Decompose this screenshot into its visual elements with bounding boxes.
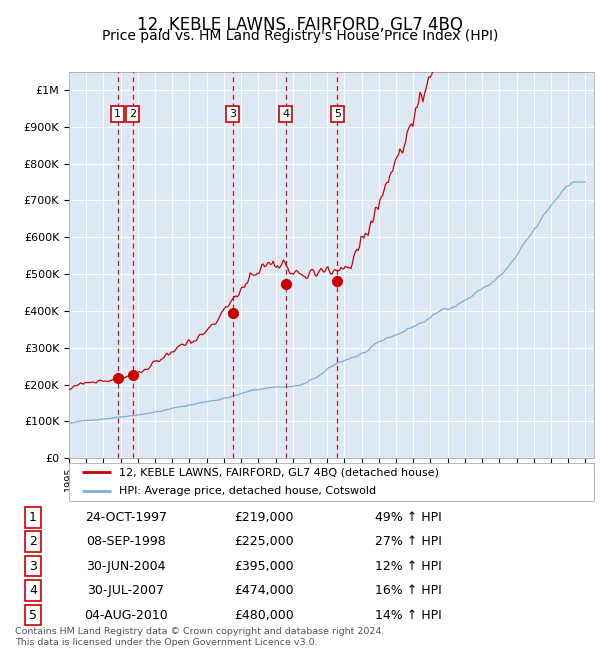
Text: £395,000: £395,000 bbox=[234, 560, 294, 573]
Text: Price paid vs. HM Land Registry's House Price Index (HPI): Price paid vs. HM Land Registry's House … bbox=[102, 29, 498, 44]
Text: 27% ↑ HPI: 27% ↑ HPI bbox=[374, 535, 442, 548]
Text: 08-SEP-1998: 08-SEP-1998 bbox=[86, 535, 166, 548]
Text: 5: 5 bbox=[29, 608, 37, 621]
Text: £480,000: £480,000 bbox=[234, 608, 294, 621]
Text: 3: 3 bbox=[229, 109, 236, 119]
Text: 12, KEBLE LAWNS, FAIRFORD, GL7 4BQ (detached house): 12, KEBLE LAWNS, FAIRFORD, GL7 4BQ (deta… bbox=[119, 467, 439, 477]
Text: £474,000: £474,000 bbox=[234, 584, 294, 597]
Text: Contains HM Land Registry data © Crown copyright and database right 2024.
This d: Contains HM Land Registry data © Crown c… bbox=[15, 627, 385, 647]
Text: 16% ↑ HPI: 16% ↑ HPI bbox=[374, 584, 442, 597]
Text: 1: 1 bbox=[114, 109, 121, 119]
Text: 12% ↑ HPI: 12% ↑ HPI bbox=[374, 560, 442, 573]
Text: 3: 3 bbox=[29, 560, 37, 573]
Text: 14% ↑ HPI: 14% ↑ HPI bbox=[374, 608, 442, 621]
Text: 2: 2 bbox=[29, 535, 37, 548]
Text: 4: 4 bbox=[282, 109, 289, 119]
Text: 1: 1 bbox=[29, 511, 37, 524]
Text: 49% ↑ HPI: 49% ↑ HPI bbox=[374, 511, 442, 524]
Text: HPI: Average price, detached house, Cotswold: HPI: Average price, detached house, Cots… bbox=[119, 486, 376, 496]
Text: 30-JUL-2007: 30-JUL-2007 bbox=[88, 584, 164, 597]
Text: £225,000: £225,000 bbox=[234, 535, 294, 548]
Text: £219,000: £219,000 bbox=[234, 511, 294, 524]
Text: 04-AUG-2010: 04-AUG-2010 bbox=[84, 608, 168, 621]
Text: 5: 5 bbox=[334, 109, 341, 119]
Text: 12, KEBLE LAWNS, FAIRFORD, GL7 4BQ: 12, KEBLE LAWNS, FAIRFORD, GL7 4BQ bbox=[137, 16, 463, 34]
Text: 2: 2 bbox=[129, 109, 136, 119]
Text: 24-OCT-1997: 24-OCT-1997 bbox=[85, 511, 167, 524]
Text: 4: 4 bbox=[29, 584, 37, 597]
Text: 30-JUN-2004: 30-JUN-2004 bbox=[86, 560, 166, 573]
